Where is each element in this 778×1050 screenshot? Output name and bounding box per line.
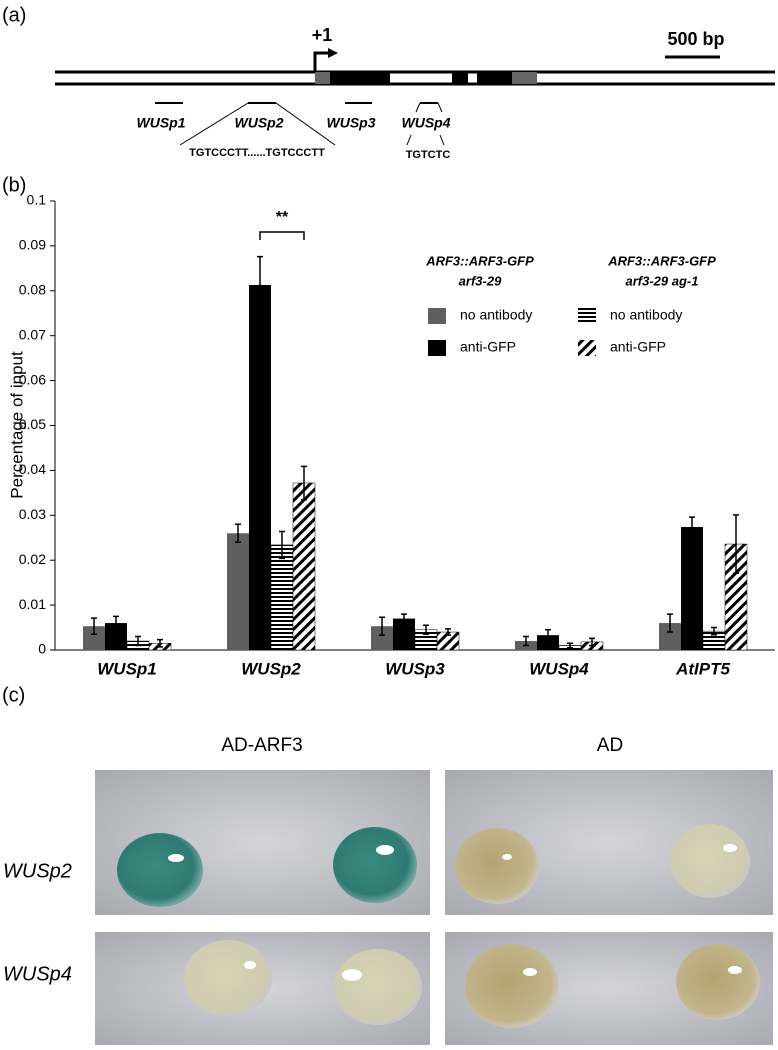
error-bar	[523, 635, 529, 647]
error-bar	[589, 637, 595, 647]
error-bar	[567, 642, 573, 649]
error-bar	[667, 613, 673, 633]
bar	[249, 284, 271, 650]
x-tick-label: WUSp2	[241, 659, 301, 678]
legend-swatch	[428, 308, 446, 324]
legend-title: arf3-29	[459, 273, 502, 288]
error-bar	[157, 638, 163, 648]
legend-title: ARF3::ARF3-GFP	[425, 253, 534, 268]
row-label: WUSp2	[3, 860, 72, 882]
legend-label: anti-GFP	[460, 339, 516, 355]
y-tick-label: 0.07	[19, 326, 46, 342]
motif: TGTCTC	[406, 149, 451, 161]
bar	[227, 533, 249, 650]
error-bar	[279, 530, 285, 560]
column-label: AD	[597, 735, 623, 756]
error-bar	[401, 613, 407, 624]
error-bar	[257, 255, 263, 314]
legend-swatch	[578, 340, 596, 356]
y-tick-label: 0.01	[19, 596, 46, 612]
panel-label: (b)	[2, 174, 26, 196]
error-bar	[235, 523, 241, 543]
fragment-label: WUSp4	[402, 115, 451, 131]
bar	[393, 618, 415, 650]
error-bar	[135, 635, 141, 647]
legend-label: no antibody	[460, 307, 532, 323]
error-bar	[545, 629, 551, 642]
bar	[292, 482, 316, 651]
error-bar	[711, 626, 717, 636]
bar	[83, 626, 105, 650]
legend-label: no antibody	[610, 307, 682, 323]
y-tick-label: 0.06	[19, 371, 46, 387]
y-tick-label: 0.09	[19, 237, 46, 253]
bar	[659, 623, 681, 650]
gene-diagram	[55, 48, 775, 146]
yeast-photos	[95, 770, 773, 1045]
bar	[537, 635, 559, 650]
error-bar	[301, 465, 307, 501]
error-bar	[423, 624, 429, 636]
legend-title: arf3-29 ag-1	[626, 273, 699, 288]
bar	[371, 626, 393, 650]
error-bar	[689, 516, 695, 538]
bar	[270, 544, 294, 651]
y-tick-label: 0.02	[19, 551, 46, 567]
y-tick-label: 0	[38, 641, 46, 657]
x-tick-label: WUSp1	[97, 659, 157, 678]
row-label: WUSp4	[3, 963, 72, 985]
y-tick-label: 0.05	[19, 416, 46, 432]
x-tick-label: WUSp4	[529, 659, 589, 678]
fragment-label: WUSp2	[235, 115, 284, 131]
column-label: AD-ARF3	[221, 735, 302, 756]
error-bar	[733, 514, 739, 574]
y-tick-label: 0.04	[19, 461, 46, 477]
y-tick-label: 0.03	[19, 506, 46, 522]
panel-label: (a)	[2, 4, 26, 26]
error-bar	[445, 628, 451, 636]
x-tick-label: WUSp3	[385, 659, 445, 678]
y-tick-label: 0.1	[27, 192, 47, 208]
x-tick-label: AtIPT5	[675, 659, 730, 678]
tss-label: +1	[312, 25, 333, 45]
panel-label: (c)	[2, 684, 25, 706]
bar	[105, 623, 127, 650]
legend-swatch	[578, 308, 596, 324]
error-bar	[113, 615, 119, 631]
significance-bracket	[259, 231, 305, 240]
legend-title: ARF3::ARF3-GFP	[607, 253, 716, 268]
y-tick-label: 0.08	[19, 282, 46, 298]
bar-chart: 0 0.01 0.02 0.03 0.04 0.05 0.06 0.07 0.08 0.09 0.1…	[19, 192, 775, 678]
motif: TGTCCCTT......TGTCCCTT	[189, 147, 325, 159]
error-bar	[91, 617, 97, 636]
legend-swatch	[428, 340, 446, 356]
scale-label: 500 bp	[667, 29, 724, 49]
significance-label: **	[276, 209, 289, 226]
fragment-label: WUSp1	[137, 115, 186, 131]
y-axis-label: Percentage of input	[7, 351, 26, 499]
error-bar	[379, 616, 385, 636]
fragment-label: WUSp3	[327, 115, 376, 131]
bar	[681, 526, 703, 650]
legend-label: anti-GFP	[610, 339, 666, 355]
